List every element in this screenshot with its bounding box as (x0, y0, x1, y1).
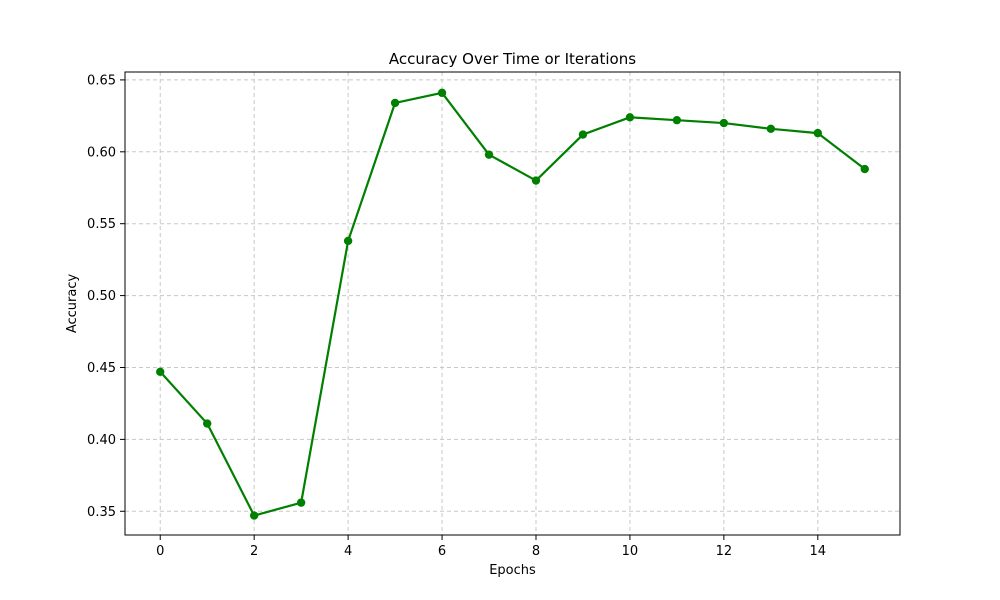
data-point-marker (390, 98, 400, 108)
x-tick-label: 8 (532, 544, 540, 559)
y-tick-label: 0.45 (87, 361, 116, 376)
data-point-marker (860, 164, 869, 174)
data-point-marker (484, 150, 494, 159)
data-point-marker (625, 113, 635, 122)
data-point-marker (202, 419, 212, 428)
y-tick-label: 0.65 (87, 73, 116, 88)
x-tick-label: 0 (156, 544, 164, 559)
y-tick-label: 0.60 (87, 145, 116, 160)
axis-ticks: 0 2 4 6 8 10 12 14 0.35 0.40 0.45 0.50 0.55 0.60 0.65 (87, 73, 826, 559)
data-point-marker (296, 498, 306, 507)
plot-frame (124, 71, 901, 536)
x-tick-label: 14 (810, 544, 827, 559)
data-point-marker (531, 176, 541, 185)
data-point-marker (156, 367, 165, 376)
x-tick-label: 10 (622, 544, 639, 559)
y-tick-label: 0.35 (87, 505, 116, 520)
y-tick-label: 0.40 (87, 433, 116, 448)
data-point-marker (766, 124, 776, 133)
data-point-marker (343, 236, 353, 246)
data-point-marker (719, 118, 729, 128)
data-point-marker (578, 130, 588, 139)
x-tick-label: 12 (716, 544, 733, 559)
data-point-marker (437, 88, 447, 98)
x-tick-label: 2 (250, 544, 258, 559)
series-layer (156, 88, 869, 520)
grid-lines (125, 72, 900, 535)
x-axis-label: Epochs (489, 563, 536, 578)
data-point-marker (249, 511, 259, 520)
y-tick-label: 0.55 (87, 217, 116, 232)
data-point-marker (672, 115, 682, 125)
y-axis-label: Accuracy (65, 274, 80, 334)
x-tick-label: 4 (344, 544, 352, 559)
accuracy-series-line (159, 91, 866, 517)
chart-title: Accuracy Over Time or Iterations (389, 50, 636, 68)
y-tick-label: 0.50 (87, 289, 116, 304)
data-point-marker (813, 128, 823, 138)
x-tick-label: 6 (438, 544, 446, 559)
